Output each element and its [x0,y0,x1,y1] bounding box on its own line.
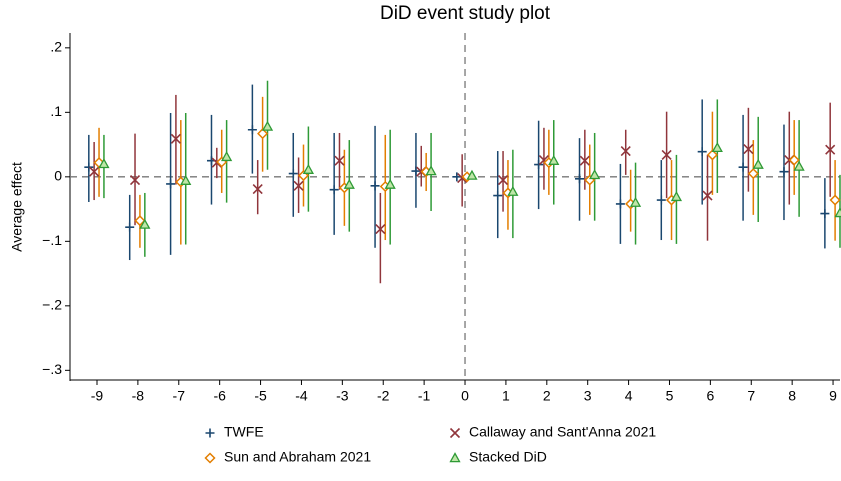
legend-label: Sun and Abraham 2021 [224,449,371,465]
marker [829,194,841,206]
y-tick-label: −.2 [42,297,62,313]
marker [166,179,176,189]
marker [779,167,789,177]
x-tick-label: -8 [132,388,145,404]
marker [752,158,764,169]
x-tick-label: -7 [173,388,186,404]
marker [334,155,345,166]
x-tick-label: 7 [747,388,755,404]
marker [497,174,509,186]
marker [411,166,421,176]
marker [125,222,135,232]
y-tick-label: 0 [54,168,62,184]
legend-marker [204,452,216,464]
marker [384,178,396,189]
marker [589,169,601,180]
marker [738,162,748,172]
marker [711,141,723,153]
marker [825,144,836,155]
x-tick-label: -9 [91,388,104,404]
x-tick-label: -4 [295,388,308,404]
x-tick-label: 5 [666,388,674,404]
y-tick-label: −.1 [42,232,62,248]
legend-label: Stacked DiD [469,449,547,465]
marker [84,162,94,172]
marker [139,218,151,229]
marker [620,145,631,157]
marker [329,185,339,195]
x-tick-label: -3 [336,388,349,404]
marker [534,160,544,170]
x-tick-label: 3 [584,388,592,404]
x-tick-label: -2 [377,388,390,404]
y-axis-label: Average effect [9,162,25,252]
marker [98,158,110,169]
marker [252,184,263,195]
marker [575,174,585,184]
marker [548,154,560,165]
marker [466,169,478,180]
x-tick-label: 1 [502,388,510,404]
x-tick-label: -6 [213,388,226,404]
x-tick-label: 4 [625,388,633,404]
marker [747,168,759,180]
marker [170,133,181,144]
marker [661,149,672,160]
legend-label: TWFE [224,424,264,440]
x-tick-label: 9 [829,388,837,404]
marker [370,181,380,191]
marker [820,209,830,219]
x-tick-label: 0 [461,388,469,404]
marker [670,190,683,202]
marker [261,120,274,131]
y-tick-label: −.3 [42,361,62,377]
marker [507,185,519,196]
marker [180,174,192,185]
chart-title: DiD event study plot [380,3,551,24]
x-tick-label: -1 [418,388,431,404]
y-tick-label: .2 [50,39,62,55]
marker [129,174,141,186]
legend-marker [205,428,215,438]
marker [579,155,590,166]
marker [375,224,386,235]
marker [425,165,437,176]
marker [656,195,666,205]
x-tick-label: 6 [706,388,714,404]
marker [302,163,315,174]
marker [743,144,754,155]
marker [293,180,304,191]
marker [247,125,257,135]
legend-marker [449,452,461,463]
marker [493,191,503,201]
marker [629,196,642,207]
marker [697,147,707,157]
marker [615,199,625,209]
marker [834,207,841,218]
x-tick-label: -5 [254,388,267,404]
marker [134,215,146,227]
marker [343,178,355,189]
marker [89,166,100,177]
marker [257,128,269,140]
y-tick-label: .1 [50,103,62,119]
x-tick-label: 8 [788,388,796,404]
legend-marker [449,427,461,439]
marker [221,150,233,162]
legend-label: Callaway and Sant'Anna 2021 [469,424,656,440]
marker [706,149,718,161]
marker [793,160,805,171]
x-tick-label: 2 [543,388,551,404]
marker [702,190,713,201]
marker [788,154,800,166]
marker [288,169,298,179]
